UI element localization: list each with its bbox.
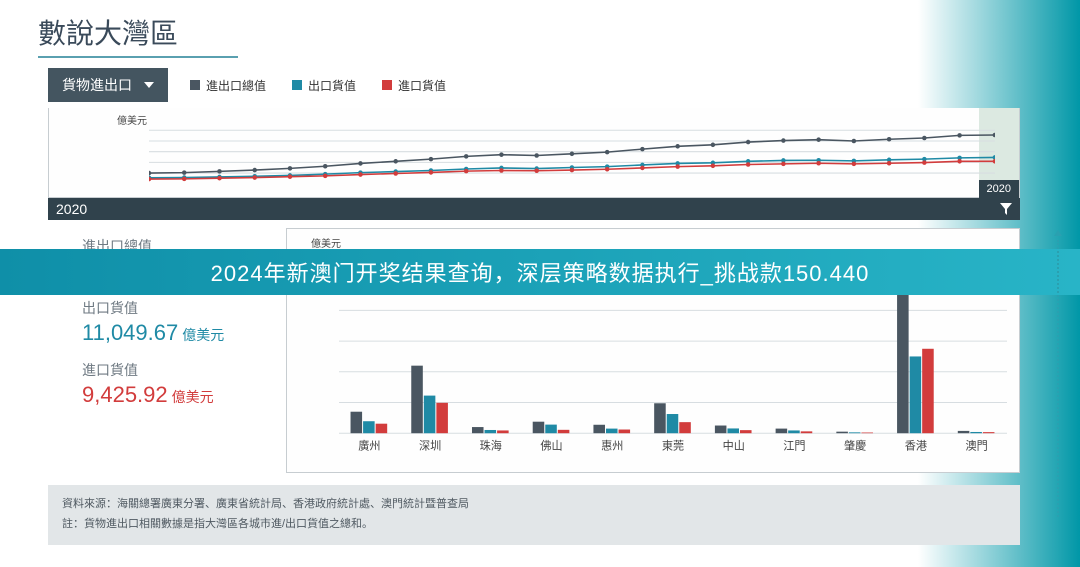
stat-block: 出口貨值 11,049.67 億美元 xyxy=(82,298,278,346)
year-bar[interactable]: 2020 xyxy=(48,198,1020,220)
legend-swatch xyxy=(382,80,392,90)
svg-text:肇慶: 肇慶 xyxy=(844,438,866,451)
stat-number: 11,049.67 xyxy=(82,320,178,346)
metric-dropdown-label: 貨物進出口 xyxy=(62,75,132,95)
year-bar-label: 2020 xyxy=(56,201,87,217)
toolbar: 貨物進出口 進出口總值 出口貨值 進口貨值 xyxy=(0,58,1080,108)
scroll-indicator xyxy=(1054,230,1062,517)
legend-item: 出口貨值 xyxy=(292,77,356,94)
footer-line-2: 註：貨物進出口相關數據是指大灣區各城市進/出口貨值之總和。 xyxy=(62,515,1006,535)
stat-label: 出口貨值 xyxy=(82,298,278,318)
legend-item: 進口貨值 xyxy=(382,77,446,94)
legend-swatch xyxy=(190,80,200,90)
legend: 進出口總值 出口貨值 進口貨值 xyxy=(190,77,446,94)
timeline-chart: 億美元 2020 5,00010,00015,00020,00025,000 xyxy=(48,108,1020,198)
page-title: 數說大灣區 xyxy=(0,0,1080,56)
stat-block: 進口貨值 9,425.92 億美元 xyxy=(82,360,278,408)
legend-label: 進出口總值 xyxy=(206,77,266,94)
metric-dropdown[interactable]: 貨物進出口 xyxy=(48,68,168,102)
legend-swatch xyxy=(292,80,302,90)
svg-text:珠海: 珠海 xyxy=(480,438,502,451)
footer-note-label: 註： xyxy=(62,518,84,530)
scroll-dotline xyxy=(1057,240,1059,517)
stat-number: 9,425.92 xyxy=(82,382,168,408)
legend-label: 進口貨值 xyxy=(398,77,446,94)
svg-text:惠州: 惠州 xyxy=(601,438,623,451)
scroll-up-icon xyxy=(1054,230,1062,236)
svg-text:澳門: 澳門 xyxy=(965,439,987,451)
footer-note: 資料來源：海關總署廣東分署、廣東省統計局、香港政府統計處、澳門統計暨普查局 註：… xyxy=(48,485,1020,545)
filter-icon[interactable] xyxy=(1000,203,1012,215)
svg-text:東莞: 東莞 xyxy=(662,439,684,451)
stat-label: 進口貨值 xyxy=(82,360,278,380)
svg-text:深圳: 深圳 xyxy=(419,438,441,451)
footer-source-label: 資料來源： xyxy=(62,498,117,510)
legend-item: 進出口總值 xyxy=(190,77,266,94)
svg-text:香港: 香港 xyxy=(905,439,927,451)
svg-text:佛山: 佛山 xyxy=(540,439,562,451)
chevron-down-icon xyxy=(144,80,154,90)
stat-value: 9,425.92 億美元 xyxy=(82,382,278,408)
bar-ylabel: 億美元 xyxy=(311,235,341,250)
stat-unit: 億美元 xyxy=(172,387,214,407)
legend-label: 出口貨值 xyxy=(308,77,356,94)
footer-source-text: 海關總署廣東分署、廣東省統計局、香港政府統計處、澳門統計暨普查局 xyxy=(117,498,469,510)
timeline-svg: 5,00010,00015,00020,00025,000 xyxy=(149,126,995,184)
svg-text:中山: 中山 xyxy=(723,439,745,451)
footer-note-text: 貨物進出口相關數據是指大灣區各城市進/出口貨值之總和。 xyxy=(84,518,373,530)
footer-line-1: 資料來源：海關總署廣東分署、廣東省統計局、香港政府統計處、澳門統計暨普查局 xyxy=(62,495,1006,515)
overlay-banner: 2024年新澳门开奖结果查询，深层策略数据执行_挑战款150.440 xyxy=(0,249,1080,295)
stat-value: 11,049.67 億美元 xyxy=(82,320,278,346)
svg-text:廣州: 廣州 xyxy=(358,438,380,451)
timeline-ylabel: 億美元 xyxy=(117,112,147,127)
stat-unit: 億美元 xyxy=(182,325,224,345)
svg-text:江門: 江門 xyxy=(783,439,805,451)
